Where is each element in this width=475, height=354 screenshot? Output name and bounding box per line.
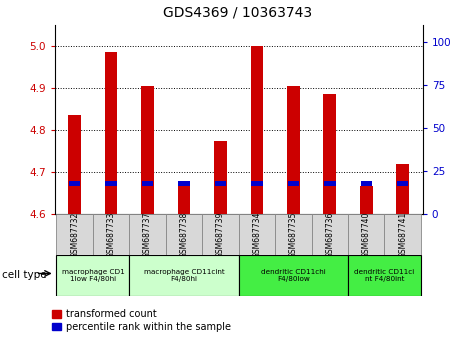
Text: macrophage CD11cint
F4/80hi: macrophage CD11cint F4/80hi: [143, 269, 224, 282]
Legend: transformed count, percentile rank within the sample: transformed count, percentile rank withi…: [52, 309, 231, 332]
Text: GSM687732: GSM687732: [70, 211, 79, 258]
Bar: [68, 115, 81, 214]
Bar: [141, 86, 154, 214]
Text: dendritic CD11chi
F4/80low: dendritic CD11chi F4/80low: [261, 269, 326, 282]
FancyBboxPatch shape: [384, 214, 421, 255]
Bar: [178, 181, 190, 185]
Bar: [105, 181, 117, 185]
FancyBboxPatch shape: [57, 214, 93, 255]
Text: GSM687738: GSM687738: [180, 211, 189, 258]
FancyBboxPatch shape: [312, 214, 348, 255]
Bar: [397, 181, 408, 185]
Bar: [361, 181, 372, 185]
Bar: [323, 94, 336, 214]
Text: macrophage CD1
1low F4/80hi: macrophage CD1 1low F4/80hi: [62, 269, 124, 282]
Text: GSM687734: GSM687734: [252, 211, 261, 258]
Bar: [287, 86, 300, 214]
Text: GSM687740: GSM687740: [362, 211, 371, 258]
Bar: [324, 181, 335, 185]
Text: GSM687735: GSM687735: [289, 211, 298, 258]
Text: GDS4369 / 10363743: GDS4369 / 10363743: [163, 5, 312, 19]
Text: cell type: cell type: [2, 270, 47, 280]
FancyBboxPatch shape: [238, 214, 275, 255]
Text: GSM687741: GSM687741: [398, 211, 407, 258]
Text: GSM687739: GSM687739: [216, 211, 225, 258]
FancyBboxPatch shape: [166, 214, 202, 255]
FancyBboxPatch shape: [129, 255, 238, 296]
Text: GSM687737: GSM687737: [143, 211, 152, 258]
FancyBboxPatch shape: [129, 214, 166, 255]
Bar: [178, 185, 190, 214]
FancyBboxPatch shape: [348, 255, 421, 296]
Bar: [251, 181, 263, 185]
Bar: [105, 52, 117, 214]
Bar: [360, 185, 372, 214]
Bar: [250, 46, 263, 214]
FancyBboxPatch shape: [57, 255, 129, 296]
Bar: [69, 181, 80, 185]
Bar: [396, 164, 409, 214]
FancyBboxPatch shape: [93, 214, 129, 255]
FancyBboxPatch shape: [348, 214, 384, 255]
FancyBboxPatch shape: [275, 214, 312, 255]
Bar: [215, 181, 226, 185]
Bar: [288, 181, 299, 185]
Bar: [142, 181, 153, 185]
FancyBboxPatch shape: [238, 255, 348, 296]
Text: GSM687733: GSM687733: [106, 211, 115, 258]
Text: GSM687736: GSM687736: [325, 211, 334, 258]
Bar: [214, 141, 227, 214]
FancyBboxPatch shape: [202, 214, 238, 255]
Text: dendritic CD11ci
nt F4/80int: dendritic CD11ci nt F4/80int: [354, 269, 415, 282]
